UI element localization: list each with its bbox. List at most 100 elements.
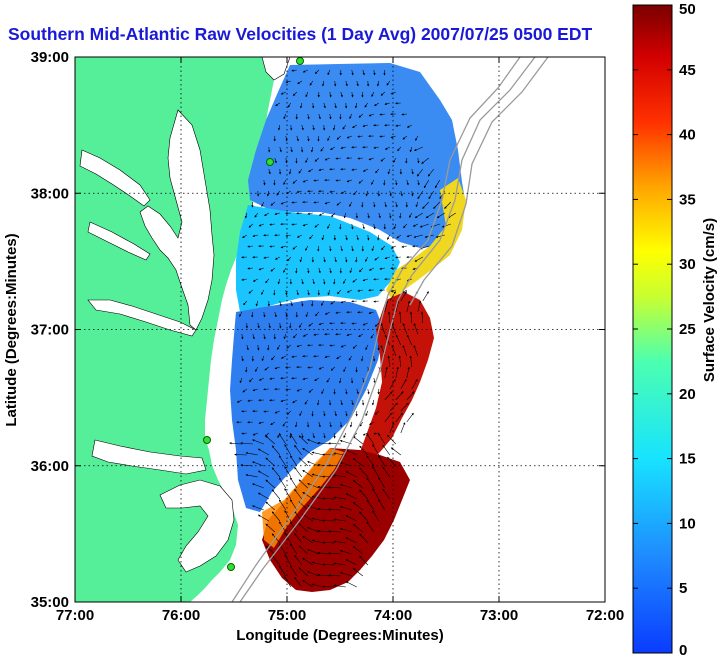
velocity-vector — [346, 135, 352, 139]
radar-station[interactable] — [296, 57, 304, 65]
velocity-vector — [257, 322, 260, 329]
colorbar-tick-label: 40 — [679, 127, 696, 144]
velocity-vector — [412, 223, 418, 227]
velocity-vector — [411, 378, 418, 390]
velocity-vector — [381, 245, 386, 251]
velocity-vector — [323, 102, 326, 109]
velocity-vector — [329, 190, 335, 193]
radar-station[interactable] — [227, 563, 235, 571]
velocity-vector — [312, 278, 315, 285]
velocity-vector — [294, 532, 303, 544]
velocity-vector — [305, 311, 309, 318]
velocity-vector — [441, 223, 451, 228]
velocity-vector — [398, 311, 402, 324]
velocity-vector — [328, 486, 341, 489]
x-axis-ticks: 77:00 76:00 75:00 74:00 73:00 72:00 — [56, 57, 624, 624]
velocity-vector — [324, 355, 330, 358]
velocity-vector — [352, 568, 364, 577]
velocity-vector — [248, 223, 254, 228]
velocity-vector — [333, 496, 346, 500]
velocity-vector — [382, 488, 391, 500]
velocity-vector — [373, 278, 379, 281]
velocity-vector — [263, 388, 269, 391]
velocity-vector — [274, 157, 277, 164]
velocity-vector — [352, 546, 364, 555]
velocity-vector — [352, 480, 364, 489]
velocity-vector — [337, 289, 342, 295]
velocity-vector — [359, 445, 369, 456]
velocity-vector — [395, 179, 398, 186]
x-tick-label: 77:00 — [56, 607, 94, 624]
colorbar-tick-label: 35 — [679, 191, 696, 208]
velocity-vector — [271, 467, 281, 478]
velocity-vector — [271, 355, 276, 361]
velocity-vector — [296, 344, 302, 348]
velocity-vector — [258, 377, 264, 381]
velocity-vector — [401, 113, 407, 116]
velocity-vector — [277, 124, 281, 131]
velocity-vector — [379, 135, 385, 138]
velocity-vector — [263, 311, 266, 318]
velocity-vector — [322, 519, 335, 522]
velocity-vector — [278, 455, 287, 467]
velocity-vector — [321, 80, 325, 87]
velocity-vector — [278, 521, 287, 533]
velocity-vector — [368, 113, 374, 117]
velocity-vector — [257, 492, 269, 500]
velocity-vector — [371, 179, 375, 185]
velocity-vector — [279, 146, 282, 153]
velocity-vector — [425, 212, 434, 219]
velocity-vector — [356, 80, 359, 87]
velocity-vector — [284, 576, 292, 588]
velocity-vector — [345, 471, 357, 478]
velocity-vector — [290, 477, 298, 489]
velocity-vector — [307, 113, 310, 120]
velocity-vector — [359, 467, 369, 478]
velocity-vector — [317, 245, 320, 252]
radar-station[interactable] — [203, 436, 211, 444]
x-tick-label: 76:00 — [162, 607, 200, 624]
velocity-vector — [380, 157, 386, 162]
velocity-vector — [278, 477, 287, 489]
velocity-vector — [373, 223, 376, 230]
velocity-vector — [311, 451, 324, 456]
velocity-vector — [302, 557, 313, 566]
velocity-vector — [263, 410, 269, 413]
velocity-vector — [374, 256, 380, 261]
radar-station[interactable] — [266, 158, 274, 166]
velocity-vector — [359, 267, 364, 273]
velocity-vector — [280, 355, 286, 359]
velocity-vector — [323, 256, 326, 263]
velocity-vector — [391, 323, 397, 335]
velocity-vector — [305, 245, 309, 251]
velocity-vector — [302, 333, 308, 337]
velocity-vector — [364, 102, 369, 108]
velocity-vector — [254, 212, 259, 218]
velocity-vector — [290, 543, 298, 555]
velocity-vector — [311, 539, 324, 544]
velocity-vector — [242, 234, 247, 239]
velocity-vector — [252, 483, 264, 489]
velocity-vector — [333, 474, 346, 478]
velocity-vector — [292, 245, 298, 250]
velocity-vector — [342, 124, 347, 130]
velocity-vector — [384, 146, 390, 150]
velocity-vector — [311, 473, 324, 478]
velocity-vector — [374, 102, 379, 107]
velocity-vector — [307, 549, 319, 555]
velocity-vector — [362, 278, 368, 282]
delaware-bay — [261, 57, 291, 81]
velocity-vector — [239, 377, 243, 384]
velocity-vector — [377, 234, 380, 241]
velocity-vector — [370, 333, 375, 339]
velocity-vector — [285, 366, 291, 369]
velocity-vector — [361, 201, 364, 208]
velocity-vector — [335, 157, 341, 160]
velocity-vector — [263, 256, 269, 259]
chesapeake-bay — [139, 109, 215, 331]
velocity-vector — [339, 549, 352, 555]
velocity-vector — [271, 489, 281, 500]
velocity-vector — [393, 157, 397, 163]
velocity-vector — [340, 91, 343, 98]
velocity-vector — [312, 124, 315, 131]
